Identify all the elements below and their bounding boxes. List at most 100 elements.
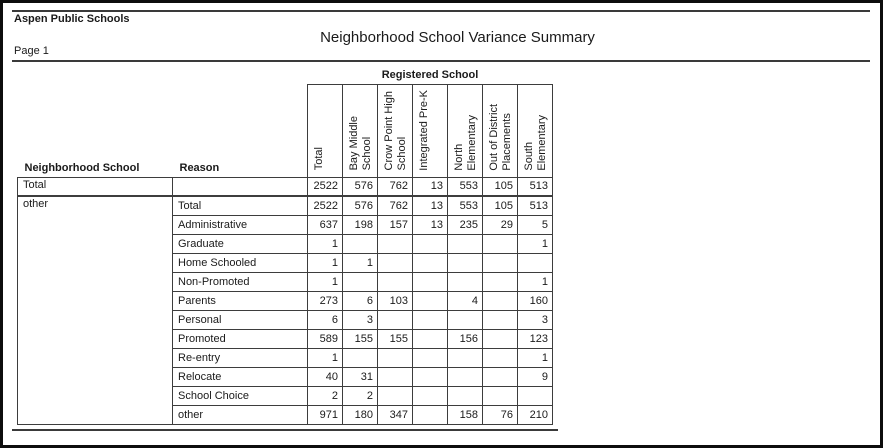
value-cell	[482, 309, 518, 330]
reason-cell: Graduate	[172, 233, 308, 254]
reason-cell: Home Schooled	[172, 252, 308, 273]
table-row: Parents 273 6 103 4 160	[18, 290, 553, 311]
reason-cell: Non-Promoted	[172, 271, 308, 292]
value-cell: 589	[307, 328, 343, 349]
value-cell	[377, 385, 413, 406]
value-cell: 13	[412, 176, 448, 197]
value-cell: 157	[377, 214, 413, 235]
reason-cell: Relocate	[172, 366, 308, 387]
registered-school-column-header: Integrated Pre-K	[412, 83, 448, 178]
value-cell: 103	[377, 290, 413, 311]
value-cell: 235	[447, 214, 483, 235]
value-cell	[447, 271, 483, 292]
value-cell	[412, 290, 448, 311]
value-cell: 971	[307, 404, 343, 425]
column-header-label: Integrated Pre-K	[418, 89, 430, 171]
value-cell	[412, 347, 448, 368]
value-cell: 1	[307, 271, 343, 292]
value-cell: 273	[307, 290, 343, 311]
value-cell: 13	[412, 214, 448, 235]
reason-cell: Personal	[172, 309, 308, 330]
value-cell: 158	[447, 404, 483, 425]
registered-school-column-header: Bay Middle School	[342, 83, 378, 178]
value-cell	[412, 366, 448, 387]
value-cell	[377, 252, 413, 273]
table-row: Re-entry 1 1	[18, 347, 553, 368]
value-cell	[517, 252, 553, 273]
column-header-label: North Elementary	[453, 114, 478, 171]
table-row: Administrative 637 198 157 13 235 29 5	[18, 214, 553, 235]
value-cell: 123	[517, 328, 553, 349]
value-cell: 76	[482, 404, 518, 425]
value-cell	[342, 347, 378, 368]
value-cell	[412, 309, 448, 330]
reason-cell: Promoted	[172, 328, 308, 349]
value-cell: 1	[517, 271, 553, 292]
reason-cell: Administrative	[172, 214, 308, 235]
value-cell: 2522	[307, 176, 343, 197]
value-cell	[447, 385, 483, 406]
column-header-label: Out of District Placements	[488, 103, 513, 171]
reason-cell: other	[172, 404, 308, 425]
header-bottom-rule	[12, 60, 870, 62]
value-cell: 180	[342, 404, 378, 425]
value-cell: 31	[342, 366, 378, 387]
registered-school-column-header: North Elementary	[447, 83, 483, 178]
table-row: other 971 180 347 158 76 210	[18, 404, 553, 425]
value-cell	[517, 385, 553, 406]
variance-table: Registered School Neighborhood School Re…	[17, 67, 553, 425]
value-cell: 155	[342, 328, 378, 349]
registered-school-column-header: Total	[307, 83, 343, 178]
value-cell	[412, 385, 448, 406]
value-cell: 553	[447, 176, 483, 197]
value-cell: 2	[307, 385, 343, 406]
value-cell	[482, 290, 518, 311]
reason-cell	[172, 176, 308, 197]
value-cell: 1	[342, 252, 378, 273]
col-header-neighborhood-school: Neighborhood School	[24, 161, 140, 174]
value-cell: 3	[342, 309, 378, 330]
value-cell	[482, 385, 518, 406]
value-cell	[447, 366, 483, 387]
value-cell: 156	[447, 328, 483, 349]
value-cell: 2522	[307, 195, 343, 216]
value-cell: 1	[307, 347, 343, 368]
table-row: Promoted 589 155 155 156 123	[18, 328, 553, 349]
value-cell	[482, 233, 518, 254]
value-cell: 576	[342, 195, 378, 216]
registered-school-column-header: Out of District Placements	[482, 83, 518, 178]
registered-school-column-header: Crow Point High School	[377, 83, 413, 178]
page-number: Page 1	[14, 45, 49, 57]
value-cell	[447, 252, 483, 273]
value-cell	[412, 271, 448, 292]
value-cell: 6	[342, 290, 378, 311]
value-cell	[447, 233, 483, 254]
spacer-cell	[18, 67, 308, 84]
value-cell: 553	[447, 195, 483, 216]
reason-cell: Re-entry	[172, 347, 308, 368]
value-cell	[377, 366, 413, 387]
value-cell: 6	[307, 309, 343, 330]
column-header-row: Neighborhood School Reason Total Bay Midd…	[18, 83, 553, 178]
value-cell	[482, 347, 518, 368]
value-cell	[412, 233, 448, 254]
page-title: Neighborhood School Variance Summary	[320, 29, 595, 46]
column-header-label: Total	[313, 147, 325, 171]
org-name: Aspen Public Schools	[14, 13, 130, 25]
value-cell: 1	[517, 233, 553, 254]
reason-cell: Parents	[172, 290, 308, 311]
value-cell	[447, 347, 483, 368]
value-cell: 29	[482, 214, 518, 235]
value-cell: 762	[377, 195, 413, 216]
value-cell	[482, 366, 518, 387]
value-cell	[482, 328, 518, 349]
value-cell	[342, 233, 378, 254]
value-cell: 513	[517, 176, 553, 197]
column-header-label: Bay Middle School	[348, 116, 373, 171]
value-cell	[412, 328, 448, 349]
value-cell: 347	[377, 404, 413, 425]
neighborhood-school-cell: other	[17, 195, 173, 425]
table-row-total: Total 2522 576 762 13 553 105 513	[17, 176, 553, 197]
table-row: other Total 2522 576 762 13 553 105 513	[17, 195, 553, 425]
